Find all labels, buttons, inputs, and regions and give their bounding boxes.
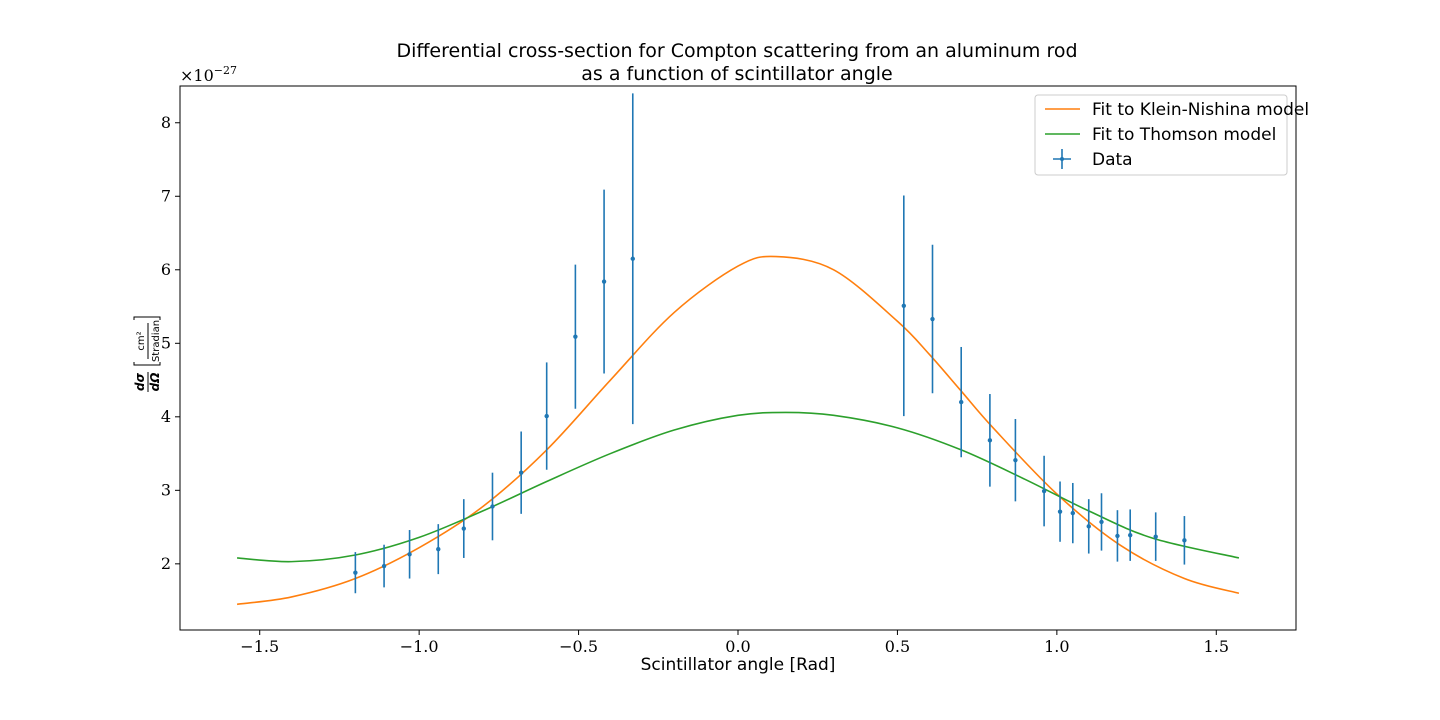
chart-title-line-1: Differential cross-section for Compton s… (396, 40, 1077, 62)
y-tick-label: 6 (161, 260, 171, 279)
data-point (436, 546, 441, 552)
y-label-denominator: dΩ (148, 373, 162, 392)
y-axis-multiplier-exponent: −27 (214, 64, 237, 77)
y-axis-ticks: 2 3 4 5 6 7 8 (161, 113, 180, 573)
data-point (518, 470, 524, 475)
data-point (901, 303, 907, 309)
data-point (490, 504, 495, 509)
data-point (573, 334, 578, 339)
data-point (1057, 509, 1063, 514)
y-tick-label: 8 (161, 113, 171, 132)
y-tick-label: 3 (161, 480, 171, 499)
data-point (601, 279, 607, 284)
series-line-thomson (237, 411, 1240, 563)
y-label-unit-numerator: cm² (136, 331, 147, 350)
x-tick-label: −0.5 (559, 637, 598, 656)
y-label-unit-denominator: Stradian (151, 320, 162, 362)
x-tick-label: 1.5 (1204, 637, 1229, 656)
data-point (1013, 457, 1018, 463)
x-axis-label: Scintillator angle [Rad] (641, 655, 836, 675)
data-point (987, 438, 993, 443)
legend-label-data: Data (1092, 150, 1133, 170)
data-point (1070, 510, 1076, 516)
data-point (1086, 524, 1091, 529)
y-axis-label: dσ dΩ cm² Stradian (133, 316, 162, 392)
x-tick-label: 0.0 (725, 637, 750, 656)
x-tick-label: 1.0 (1044, 637, 1069, 656)
y-axis-multiplier-base: ×10 (180, 66, 214, 85)
data-point (1115, 533, 1120, 539)
series-line-klein-nishina (236, 255, 1240, 606)
data-point (381, 563, 387, 569)
data-point (407, 552, 412, 557)
legend-box (1034, 94, 1288, 176)
legend-label-thomson: Fit to Thomson model (1092, 125, 1276, 145)
x-tick-label: −1.5 (240, 637, 279, 656)
series-layer (236, 93, 1240, 606)
data-point (1153, 534, 1158, 539)
data-point (1099, 519, 1104, 525)
data-point (461, 526, 466, 531)
data-point (1041, 488, 1047, 494)
data-point (544, 413, 549, 419)
x-axis-ticks: −1.5 −1.0 −0.5 0.0 0.5 1.0 1.5 (240, 630, 1229, 656)
data-point (1182, 538, 1187, 543)
data-point (1127, 532, 1133, 538)
x-tick-label: 0.5 (885, 637, 910, 656)
legend-swatch-data (1053, 149, 1071, 169)
y-tick-label: 2 (161, 554, 171, 573)
y-tick-label: 7 (161, 186, 171, 205)
data-point (353, 570, 358, 575)
data-point (959, 399, 964, 405)
x-tick-label: −1.0 (400, 637, 439, 656)
legend-label-klein-nishina: Fit to Klein-Nishina model (1092, 100, 1309, 120)
y-label-left-bracket (133, 362, 161, 366)
data-point (930, 316, 935, 322)
y-axis-multiplier: ×10−27 (180, 64, 237, 85)
chart-title-line-2: as a function of scintillator angle (581, 63, 893, 85)
data-point (630, 256, 635, 261)
y-label-right-bracket (133, 316, 161, 320)
legend: Fit to Klein-Nishina model Fit to Thomso… (1034, 94, 1309, 176)
y-tick-label: 5 (161, 333, 171, 352)
y-tick-label: 4 (161, 407, 171, 426)
legend-swatch-data-marker (1060, 157, 1064, 161)
y-label-numerator: dσ (133, 372, 147, 391)
